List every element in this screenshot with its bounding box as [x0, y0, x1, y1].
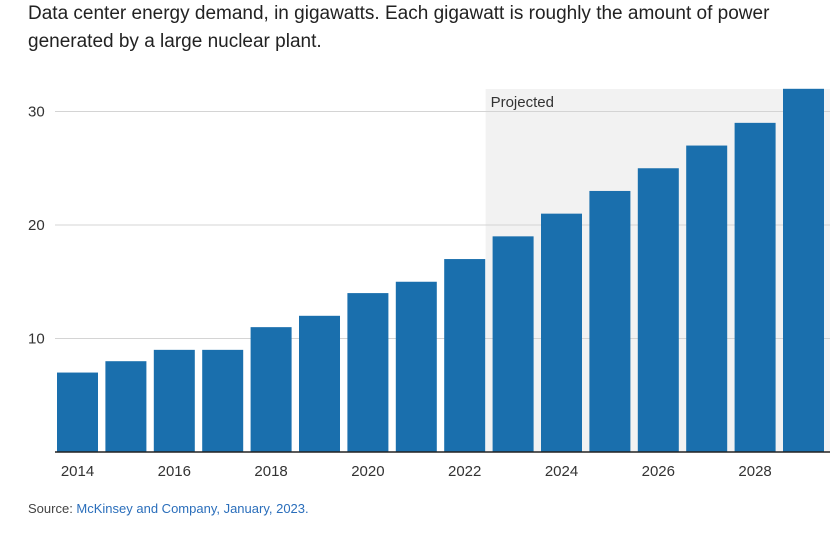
y-tick-label-30: 30 — [28, 104, 45, 121]
x-tick-label-2020: 2020 — [351, 463, 384, 480]
x-tick-label-2024: 2024 — [545, 463, 578, 480]
source-link[interactable]: McKinsey and Company, January, 2023. — [76, 501, 309, 516]
bar-2020 — [347, 293, 389, 452]
bar-2021 — [395, 281, 437, 452]
projected-label: Projected — [491, 94, 554, 111]
bar-2025 — [589, 190, 631, 452]
source-note: Source: McKinsey and Company, January, 2… — [28, 501, 309, 516]
bar-2022 — [444, 259, 486, 452]
x-tick-label-2022: 2022 — [448, 463, 481, 480]
bar-chart: Projected 10 20 30 2014 2016 2018 2020 2022 2024 2… — [28, 88, 830, 480]
x-tick-label-2016: 2016 — [158, 463, 191, 480]
x-tick-label-2026: 2026 — [642, 463, 675, 480]
bar-2014 — [57, 372, 98, 452]
chart-title-line-1: Data center energy demand, in gigawatts.… — [28, 3, 770, 24]
bar-2024 — [541, 213, 582, 452]
bar-2015 — [105, 361, 147, 452]
bar-2027 — [686, 145, 728, 453]
chart-title-line-2: generated by a large nuclear plant. — [28, 31, 322, 52]
y-tick-label-20: 20 — [28, 217, 45, 234]
bar-2019 — [299, 315, 340, 452]
bar-2023 — [492, 236, 534, 452]
chart-title: Data center energy demand, in gigawatts.… — [28, 0, 828, 56]
bar-2028 — [734, 122, 776, 452]
x-tick-label-2018: 2018 — [254, 463, 287, 480]
bar-2018 — [250, 327, 292, 452]
x-tick-label-2014: 2014 — [61, 463, 94, 480]
bar-2016 — [153, 349, 195, 452]
source-prefix: Source: — [28, 501, 77, 516]
bar-2026 — [637, 168, 679, 452]
x-tick-label-2028: 2028 — [738, 463, 771, 480]
y-tick-label-10: 10 — [28, 331, 45, 348]
bar-2029 — [783, 88, 824, 453]
bar-2017 — [202, 349, 244, 452]
